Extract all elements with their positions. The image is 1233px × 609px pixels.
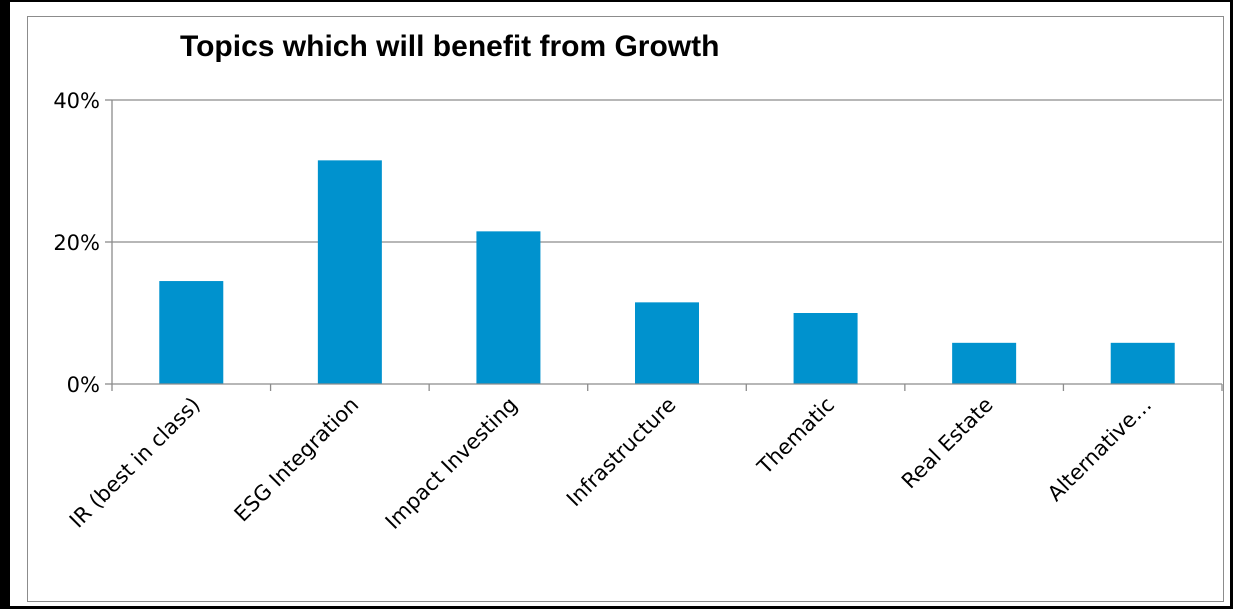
x-category-label: ESG Integration <box>230 393 364 527</box>
bar <box>317 160 382 384</box>
y-tick-label: 40% <box>53 89 100 113</box>
bar <box>159 281 224 384</box>
chart-area <box>27 16 1224 602</box>
bar <box>635 302 699 384</box>
axes <box>105 99 1223 391</box>
bar <box>1110 342 1175 384</box>
bar <box>952 342 1017 384</box>
bar <box>793 313 858 384</box>
x-category-label: Alternative… <box>1043 393 1156 506</box>
x-category-label: Infrastructure <box>562 393 681 512</box>
y-tick-label: 20% <box>53 231 100 255</box>
x-category-label: IR (best in class) <box>65 393 205 533</box>
x-axis-tick-labels: IR (best in class) ESG Integration Impact … <box>65 393 1156 534</box>
bars <box>159 160 1175 384</box>
gridlines <box>112 99 1222 243</box>
x-category-label: Impact Investing <box>381 393 522 534</box>
chart-title: Topics which will benefit from Growth <box>180 30 719 63</box>
x-category-label: Thematic <box>752 393 839 480</box>
x-category-label: Real Estate <box>897 393 998 494</box>
bar <box>476 231 541 384</box>
y-axis-tick-labels: 0% 20% 40% <box>53 89 100 397</box>
y-tick-label: 0% <box>67 373 100 397</box>
